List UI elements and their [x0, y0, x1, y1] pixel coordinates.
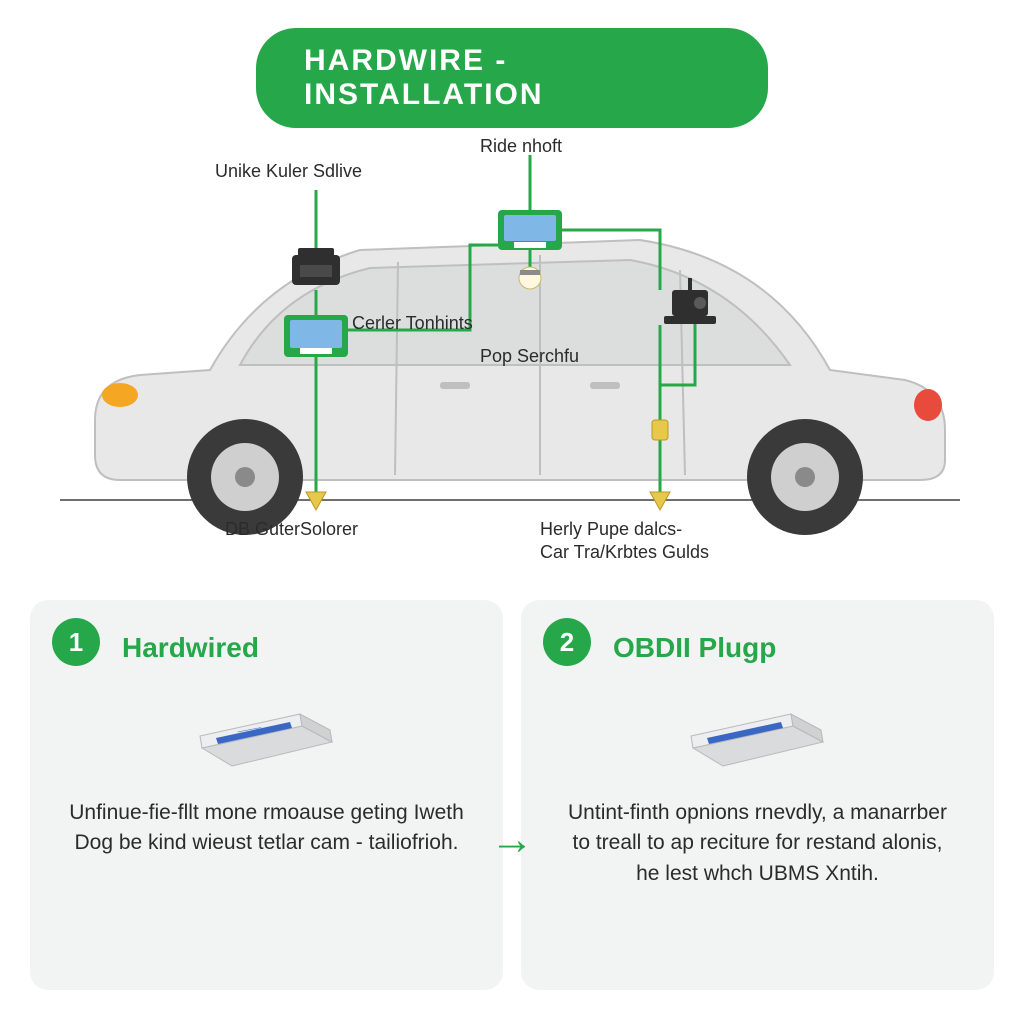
device-image-1: ——— [60, 686, 473, 776]
rear-wheel [747, 419, 863, 535]
label-herly-pupe: Herly Pupe dalcs- Car Tra/Krbtes Gulds [540, 518, 709, 563]
page-title-text: HARDWIRE - INSTALLATION [304, 44, 544, 111]
arrow-between-cards: → [490, 815, 534, 865]
diagram-svg [0, 120, 1024, 560]
device-image-2 [551, 686, 964, 776]
label-cerler: Cerler Tonhints [352, 312, 473, 335]
plug-icon [652, 420, 668, 440]
card-badge-2: 2 [543, 618, 591, 666]
label-db-guter: DB GuterSolorer [225, 518, 358, 541]
device-telematics-screen [284, 315, 348, 357]
card-obdii: 2 OBDII Plugp Untint-finth opnions rnevd… [521, 600, 994, 990]
card-title-obdii: OBDII Plugp [613, 632, 964, 664]
car-illustration [95, 240, 945, 535]
device-roof-unit [498, 210, 562, 250]
option-cards: 1 Hardwired ——— Unfinue-fie-fllt mone rm… [30, 600, 994, 990]
label-ride-nhoft: Ride nhoft [480, 135, 562, 158]
card-badge-2-text: 2 [560, 627, 574, 658]
card-hardwired: 1 Hardwired ——— Unfinue-fie-fllt mone rm… [30, 600, 503, 990]
installation-diagram: Unike Kuler Sdlive Ride nhoft Cerler Ton… [0, 120, 1024, 560]
card-desc-2: Untint-finth opnions rnevdly, a manarrbe… [551, 798, 964, 889]
arrow-glyph: → [490, 815, 534, 864]
card-badge-1: 1 [52, 618, 100, 666]
card-desc-1: Unfinue-fie-fllt mone rmoause geting Iwe… [60, 798, 473, 859]
label-pop-serchfu: Pop Serchfu [480, 345, 579, 368]
device-obd-module [292, 248, 340, 285]
page-title-pill: HARDWIRE - INSTALLATION [256, 28, 768, 128]
label-unike-kuler: Unike Kuler Sdlive [215, 160, 362, 183]
dome-light-icon [519, 267, 541, 289]
tracker-device-icon [673, 686, 843, 776]
card-title-hardwired: Hardwired [122, 632, 473, 664]
card-badge-1-text: 1 [69, 627, 83, 658]
tracker-device-icon: ——— [182, 686, 352, 776]
